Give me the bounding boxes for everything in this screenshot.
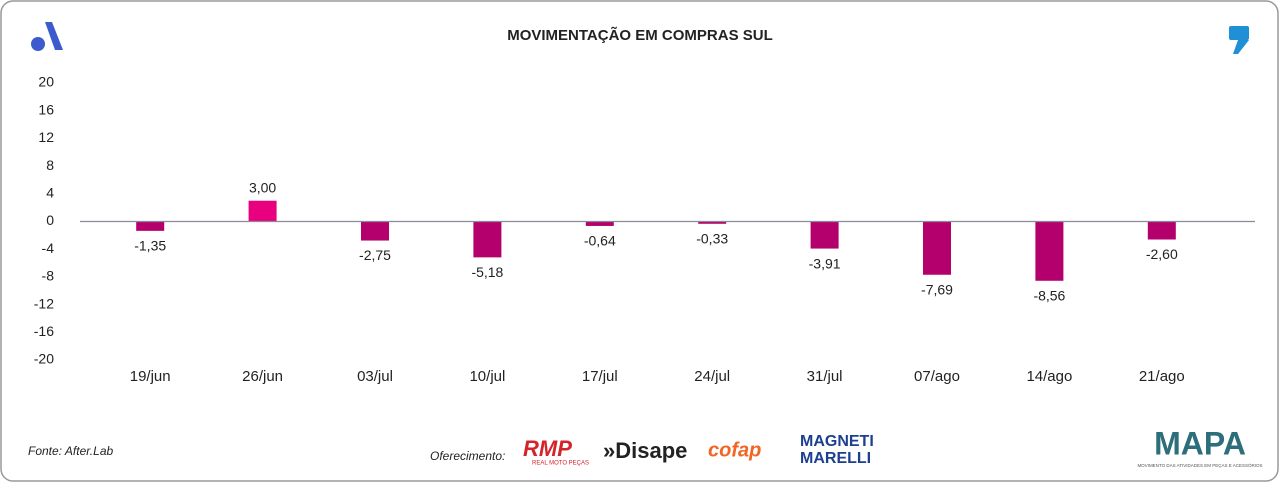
value-label: -5,18 xyxy=(471,264,503,280)
value-label: -1,35 xyxy=(134,238,166,254)
y-tick-label: 20 xyxy=(38,74,54,90)
y-tick-label: 0 xyxy=(46,212,54,228)
bar xyxy=(810,221,839,249)
bar xyxy=(923,221,951,275)
value-label: -2,60 xyxy=(1146,246,1178,262)
x-tick-label: 19/jun xyxy=(130,368,171,385)
bar xyxy=(361,221,389,241)
value-label: -0,64 xyxy=(584,233,616,249)
sponsor-logo: MARELLI xyxy=(800,450,871,467)
value-label: 3,00 xyxy=(249,179,276,195)
sponsor-logo: cofap xyxy=(708,439,761,461)
sponsor-label: Oferecimento: xyxy=(430,449,505,463)
value-label: -0,33 xyxy=(696,230,728,246)
source: Fonte: After.Lab xyxy=(28,444,113,458)
y-tick-label: -8 xyxy=(42,268,55,284)
value-label: -7,69 xyxy=(921,281,953,297)
sponsor-logo: RMP xyxy=(523,436,572,461)
y-tick-label: -4 xyxy=(42,240,55,256)
brand-tagline: MOVIMENTO DAS ATIVIDADES EM PEÇAS E ACES… xyxy=(1137,462,1262,468)
logo-a xyxy=(31,22,63,51)
x-tick-label: 26/jun xyxy=(242,368,283,385)
chart-title: MOVIMENTAÇÃO EM COMPRAS SUL xyxy=(507,26,773,44)
y-tick-label: -20 xyxy=(34,351,54,367)
value-label: -3,91 xyxy=(809,255,841,271)
x-tick-label: 14/ago xyxy=(1026,368,1072,385)
bar xyxy=(248,200,277,222)
logo-comma xyxy=(1229,26,1249,54)
y-tick-label: -12 xyxy=(34,295,54,311)
x-tick-label: 03/jul xyxy=(357,368,393,385)
value-label: -8,56 xyxy=(1033,287,1065,303)
bar xyxy=(1147,221,1176,240)
x-tick-label: 10/jul xyxy=(469,368,505,385)
y-tick-label: -16 xyxy=(34,323,54,339)
x-tick-label: 17/jul xyxy=(582,368,618,385)
sponsor-logo: »Disape xyxy=(603,438,687,463)
y-tick-label: 4 xyxy=(46,185,54,201)
bar xyxy=(698,221,727,224)
sponsor-logo: MAGNETI xyxy=(800,433,874,450)
x-tick-label: 21/ago xyxy=(1139,368,1185,385)
bar xyxy=(585,221,614,226)
x-tick-label: 31/jul xyxy=(807,368,843,385)
x-tick-label: 07/ago xyxy=(914,368,960,385)
bar xyxy=(1035,221,1064,281)
value-label: -2,75 xyxy=(359,247,391,263)
y-tick-label: 16 xyxy=(38,101,54,117)
bar xyxy=(136,221,165,231)
brand-logo: MAPA xyxy=(1154,425,1246,461)
x-tick-label: 24/jul xyxy=(694,368,730,385)
bar xyxy=(473,221,502,258)
y-tick-label: 12 xyxy=(38,129,54,145)
sponsor-logo: REAL MOTO PEÇAS xyxy=(532,461,589,467)
y-tick-label: 8 xyxy=(46,157,54,173)
